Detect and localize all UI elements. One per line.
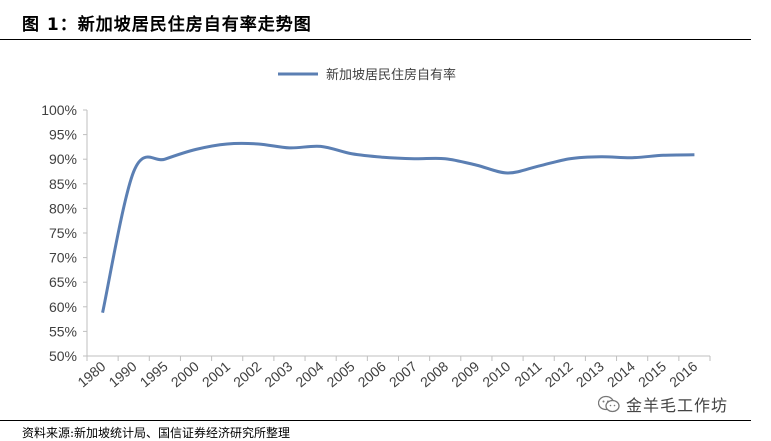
x-tick-label: 2012: [542, 358, 576, 390]
x-tick-label: 2002: [230, 358, 264, 390]
x-tick-label: 2003: [261, 358, 295, 390]
x-tick-label: 2010: [479, 358, 513, 390]
y-tick-label: 90%: [49, 151, 77, 167]
y-tick-label: 100%: [41, 102, 77, 118]
x-tick-label: 2000: [168, 358, 202, 390]
x-tick-label: 2008: [417, 358, 451, 390]
x-tick-label: 2006: [355, 358, 389, 390]
y-tick-label: 50%: [49, 348, 77, 364]
x-tick-label: 2004: [292, 358, 326, 390]
x-tick-label: 1990: [106, 358, 140, 390]
y-tick-label: 70%: [49, 250, 77, 266]
y-tick-label: 75%: [49, 225, 77, 241]
x-tick-label: 2007: [386, 358, 420, 390]
y-tick-label: 55%: [49, 323, 77, 339]
y-tick-label: 80%: [49, 200, 77, 216]
y-tick-label: 95%: [49, 127, 77, 143]
x-tick-label: 1980: [74, 358, 108, 390]
x-tick-label: 2015: [635, 358, 669, 390]
line-chart: 50%55%60%65%70%75%80%85%90%95%100%198019…: [41, 67, 711, 390]
x-tick-label: 1995: [137, 358, 171, 390]
legend-label: 新加坡居民住房自有率: [326, 67, 456, 83]
y-tick-label: 85%: [49, 176, 77, 192]
y-tick-label: 60%: [49, 299, 77, 315]
y-tick-label: 65%: [49, 274, 77, 290]
footer-rule: [0, 420, 751, 421]
watermark-text: 金羊毛工作坊: [626, 396, 729, 415]
x-tick-label: 2013: [573, 358, 607, 390]
x-tick-label: 2011: [511, 358, 545, 390]
x-tick-label: 2005: [324, 358, 358, 390]
watermark: 金羊毛工作坊: [597, 391, 729, 417]
wechat-icon: [597, 395, 620, 413]
x-tick-label: 2014: [604, 358, 638, 390]
x-tick-label: 2001: [199, 358, 233, 390]
x-tick-label: 2016: [666, 358, 700, 390]
x-tick-label: 2009: [448, 358, 482, 390]
figure-title: 图 1：新加坡居民住房自有率走势图: [22, 15, 312, 35]
series-line: [101, 141, 695, 314]
source-note: 资料来源:新加坡统计局、国信证券经济研究所整理: [22, 426, 291, 440]
figure-header: 图 1：新加坡居民住房自有率走势图: [0, 0, 751, 40]
